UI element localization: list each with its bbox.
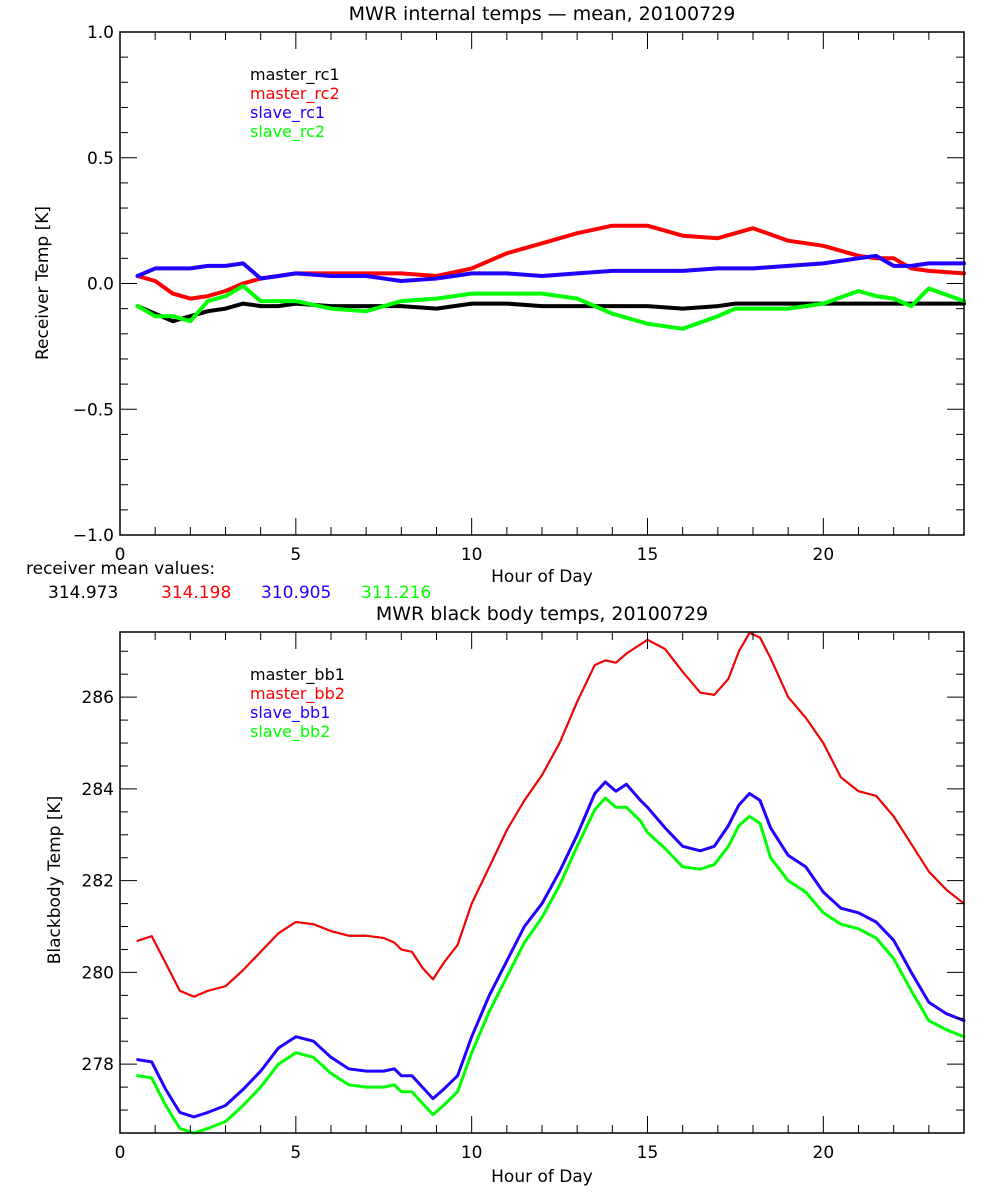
x-tick-label: 0 — [115, 545, 126, 565]
series-group — [136, 631, 966, 1135]
y-tick-label: 286 — [82, 688, 114, 708]
chart-title: MWR internal temps — mean, 20100729 — [349, 3, 736, 25]
mean-value-slave-rc2: 311.216 — [361, 583, 431, 603]
x-tick-label: 20 — [813, 1143, 835, 1163]
legend-item-master-rc1: master_rc1 — [250, 65, 340, 85]
y-tick-label: 284 — [82, 780, 114, 800]
series-line-master-bb2 — [136, 631, 965, 998]
series-line-master-rc1 — [135, 301, 966, 324]
legend-item-master-bb2: master_bb2 — [250, 684, 345, 704]
blackbody-temp-chart: MWR black body temps, 20100729 0 5 10 15 20 2… — [45, 603, 966, 1187]
series-line-slave-bb2 — [136, 796, 966, 1135]
x-tick-label: 20 — [813, 545, 835, 565]
y-axis-label: Blackbody Temp [K] — [45, 796, 65, 965]
y-tick-label: 278 — [82, 1055, 114, 1075]
x-axis-label: Hour of Day — [491, 1167, 593, 1187]
series-line-slave-rc1 — [135, 253, 966, 283]
x-axis-label: Hour of Day — [491, 567, 593, 587]
series-line-slave-rc2 — [135, 284, 966, 331]
legend-item-slave-bb2: slave_bb2 — [250, 722, 330, 742]
axis-ticks: 0 5 10 15 20 −1.0 −0.5 0.0 0.5 1.0 — [73, 23, 964, 565]
y-axis-label: Receiver Temp [K] — [33, 206, 53, 360]
legend-item-slave-rc1: slave_rc1 — [250, 103, 325, 123]
y-tick-label: 282 — [82, 872, 114, 892]
chart-title: MWR black body temps, 20100729 — [376, 603, 708, 625]
mean-value-master-rc1: 314.973 — [48, 583, 118, 603]
receiver-temp-chart: MWR internal temps — mean, 20100729 0 5 10… — [26, 3, 966, 603]
y-tick-label: 1.0 — [87, 23, 114, 43]
y-tick-label: −0.5 — [73, 400, 114, 420]
plot-frame — [119, 631, 965, 1134]
legend: master_bb1 master_bb2 slave_bb1 slave_bb… — [250, 665, 345, 742]
x-tick-label: 5 — [290, 545, 301, 565]
mean-value-master-rc2: 314.198 — [161, 583, 231, 603]
series-line-slave-bb1 — [136, 780, 966, 1119]
x-tick-label: 10 — [461, 545, 483, 565]
axis-ticks: 0 5 10 15 20 278 280 282 284 286 — [82, 632, 964, 1163]
legend-item-master-bb1: master_bb1 — [250, 665, 345, 685]
legend-item-slave-rc2: slave_rc2 — [250, 122, 325, 142]
legend-item-master-rc2: master_rc2 — [250, 84, 340, 104]
x-tick-label: 10 — [461, 1143, 483, 1163]
y-tick-label: −1.0 — [73, 526, 114, 546]
mean-values-label: receiver mean values: — [26, 559, 215, 579]
legend-item-slave-bb1: slave_bb1 — [250, 703, 330, 723]
y-tick-label: 0.0 — [87, 275, 114, 295]
series-line-master-rc2 — [135, 223, 966, 301]
x-tick-label: 15 — [637, 1143, 659, 1163]
x-tick-label: 5 — [290, 1143, 301, 1163]
y-tick-label: 280 — [82, 963, 114, 983]
series-group — [135, 223, 966, 331]
x-tick-label: 15 — [637, 545, 659, 565]
mean-value-slave-rc1: 310.905 — [261, 583, 331, 603]
y-tick-label: 0.5 — [87, 149, 114, 169]
x-tick-label: 0 — [115, 1143, 126, 1163]
legend: master_rc1 master_rc2 slave_rc1 slave_rc… — [250, 65, 340, 142]
